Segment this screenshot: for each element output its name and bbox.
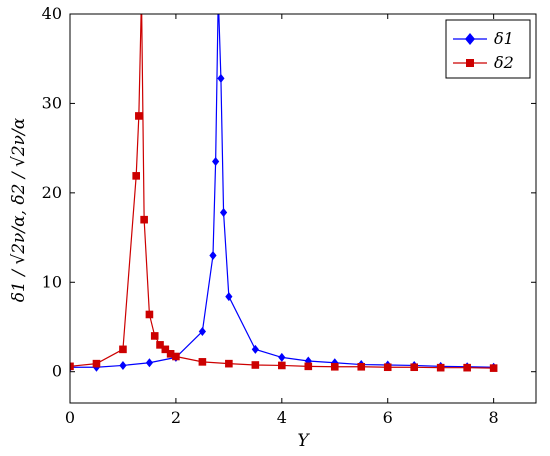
data-point — [92, 359, 101, 368]
data-point — [135, 112, 143, 120]
data-point — [145, 358, 154, 368]
data-point — [145, 310, 154, 319]
y-tick-label: 40 — [42, 4, 62, 23]
legend-marker-delta2 — [466, 59, 474, 67]
y-tick-label: 20 — [42, 183, 62, 202]
data-point — [219, 208, 228, 218]
data-point — [172, 352, 180, 361]
plot-frame — [69, 13, 537, 404]
data-point — [215, 0, 222, 1]
data-point — [436, 363, 445, 372]
data-point — [198, 358, 207, 366]
data-point — [198, 326, 206, 336]
data-point — [166, 350, 175, 358]
data-point — [225, 359, 233, 368]
data-point — [489, 364, 498, 372]
data-point — [304, 362, 313, 371]
x-tick-label: 6 — [383, 408, 393, 427]
x-tick-label: 4 — [277, 408, 287, 427]
data-point — [383, 363, 392, 372]
data-point — [225, 292, 233, 302]
data-point — [161, 345, 170, 354]
y-tick-label: 0 — [52, 362, 62, 381]
legend-marker-delta1 — [465, 33, 475, 45]
data-point — [330, 362, 339, 371]
legend: δ1 δ2 — [445, 19, 531, 79]
data-point — [357, 362, 366, 371]
y-tick-label: 10 — [42, 272, 62, 291]
y-axis-label: δ1 / √2ν/α, δ2 / √2ν/α — [9, 117, 29, 302]
data-point — [70, 362, 74, 371]
data-point — [209, 250, 217, 260]
series-line — [70, 14, 494, 368]
legend-box — [445, 19, 531, 79]
data-point — [331, 358, 339, 368]
legend-label-delta1: δ1 — [494, 29, 514, 48]
series-2 — [70, 14, 498, 372]
series-layer — [70, 0, 498, 372]
series-1 — [70, 0, 498, 372]
data-point — [410, 363, 419, 372]
data-point — [251, 361, 260, 369]
x-tick-label: 0 — [65, 408, 75, 427]
data-point — [140, 215, 148, 224]
data-point — [212, 157, 220, 167]
series-line — [70, 14, 494, 369]
x-tick-label: 2 — [171, 408, 181, 427]
data-point — [278, 352, 286, 362]
data-point — [463, 363, 471, 372]
x-axis-label: Υ — [297, 431, 310, 451]
x-tick-label: 8 — [489, 408, 499, 427]
tick-layer: 0 2 4 6 8 0 10 20 30 40 — [42, 4, 536, 427]
data-point — [217, 73, 225, 83]
data-point — [251, 344, 259, 354]
data-point — [119, 360, 127, 370]
data-point — [119, 345, 127, 354]
data-point — [150, 332, 159, 340]
data-point — [278, 361, 286, 370]
legend-label-delta2: δ2 — [494, 53, 514, 72]
data-point — [156, 341, 164, 349]
data-point — [132, 172, 140, 180]
y-tick-label: 30 — [42, 93, 62, 112]
